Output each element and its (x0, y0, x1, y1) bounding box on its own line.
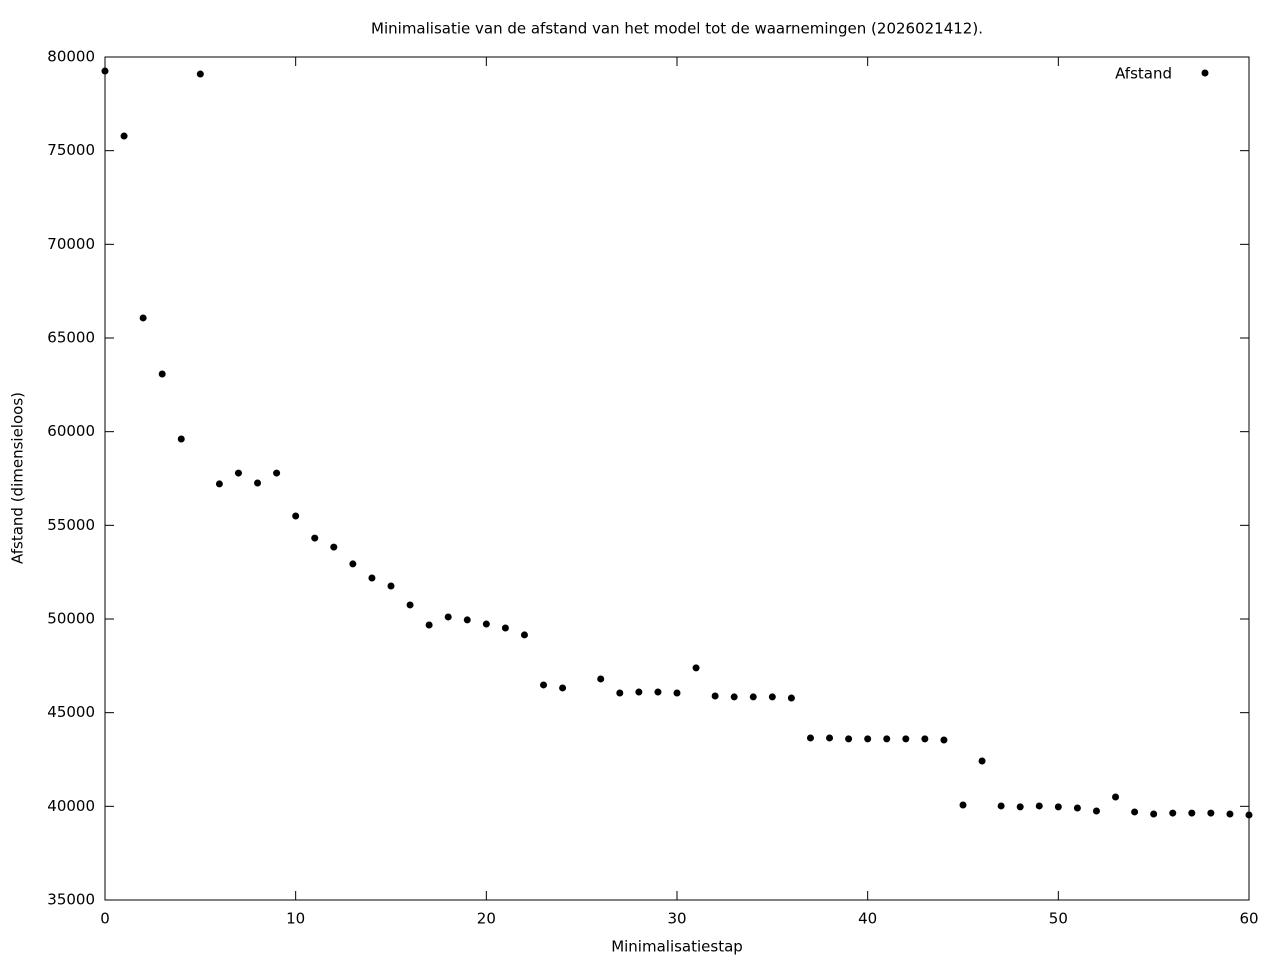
x-tick-label: 20 (477, 910, 496, 928)
data-point (1150, 810, 1158, 818)
y-tick-label: 40000 (47, 797, 95, 815)
data-point (368, 574, 376, 582)
data-point (234, 469, 242, 477)
data-point (1035, 802, 1043, 810)
data-point (730, 693, 738, 701)
data-point (1112, 793, 1120, 801)
data-point (1073, 804, 1081, 812)
data-point (883, 735, 891, 743)
data-point (177, 435, 185, 443)
data-point (597, 675, 605, 683)
data-point (978, 757, 986, 765)
data-point (254, 479, 262, 487)
data-point (349, 560, 357, 568)
data-point (158, 370, 166, 378)
data-point (520, 631, 528, 639)
x-tick-label: 50 (1049, 910, 1068, 928)
y-axis-label: Afstand (dimensieloos) (9, 392, 27, 564)
x-tick-label: 0 (100, 910, 110, 928)
data-point (1226, 810, 1234, 818)
chart-title: Minimalisatie van de afstand van het mod… (371, 20, 983, 38)
data-point (444, 613, 452, 621)
data-point (864, 735, 872, 743)
data-point (540, 681, 548, 689)
y-tick-label: 45000 (47, 703, 95, 721)
data-point (482, 620, 490, 628)
data-point (387, 582, 395, 590)
data-point (1092, 807, 1100, 815)
y-tick-label: 35000 (47, 891, 95, 909)
data-point (616, 689, 624, 697)
data-point (654, 688, 662, 696)
legend-marker (1201, 69, 1209, 77)
data-point (921, 735, 929, 743)
data-point (1245, 811, 1253, 819)
y-tick-label: 60000 (47, 422, 95, 440)
data-point (1016, 803, 1024, 811)
data-point (940, 736, 948, 744)
data-point (845, 735, 853, 743)
data-point (463, 616, 471, 624)
data-point (768, 693, 776, 701)
data-point (501, 624, 509, 632)
data-point (559, 684, 567, 692)
data-point (1207, 809, 1215, 817)
data-point (273, 469, 281, 477)
data-point (311, 534, 319, 542)
data-point (292, 512, 300, 520)
data-point (101, 67, 109, 75)
y-tick-label: 80000 (47, 48, 95, 66)
data-point (902, 735, 910, 743)
data-point (997, 802, 1005, 810)
data-point (1054, 803, 1062, 811)
data-point (635, 688, 643, 696)
data-point (749, 693, 757, 701)
data-point (406, 601, 414, 609)
data-point (139, 314, 147, 322)
data-point (711, 692, 719, 700)
x-tick-label: 40 (858, 910, 877, 928)
data-point (959, 801, 967, 809)
data-point (196, 70, 204, 78)
data-point (1131, 808, 1139, 816)
legend-label: Afstand (1115, 65, 1172, 83)
data-point (806, 734, 814, 742)
data-point (1169, 809, 1177, 817)
data-point (826, 734, 834, 742)
y-tick-label: 55000 (47, 516, 95, 534)
x-tick-label: 60 (1239, 910, 1258, 928)
data-point (692, 664, 700, 672)
data-point (330, 543, 338, 551)
data-point (787, 694, 795, 702)
x-tick-label: 10 (286, 910, 305, 928)
y-tick-label: 75000 (47, 141, 95, 159)
y-tick-label: 50000 (47, 610, 95, 628)
data-point (215, 480, 223, 488)
y-tick-label: 65000 (47, 329, 95, 347)
y-tick-label: 70000 (47, 235, 95, 253)
data-point (1188, 809, 1196, 817)
x-axis-label: Minimalisatiestap (611, 938, 743, 956)
data-point (673, 689, 681, 697)
x-tick-label: 30 (667, 910, 686, 928)
data-point (120, 132, 128, 140)
plot-frame (104, 56, 1250, 901)
data-point (425, 621, 433, 629)
